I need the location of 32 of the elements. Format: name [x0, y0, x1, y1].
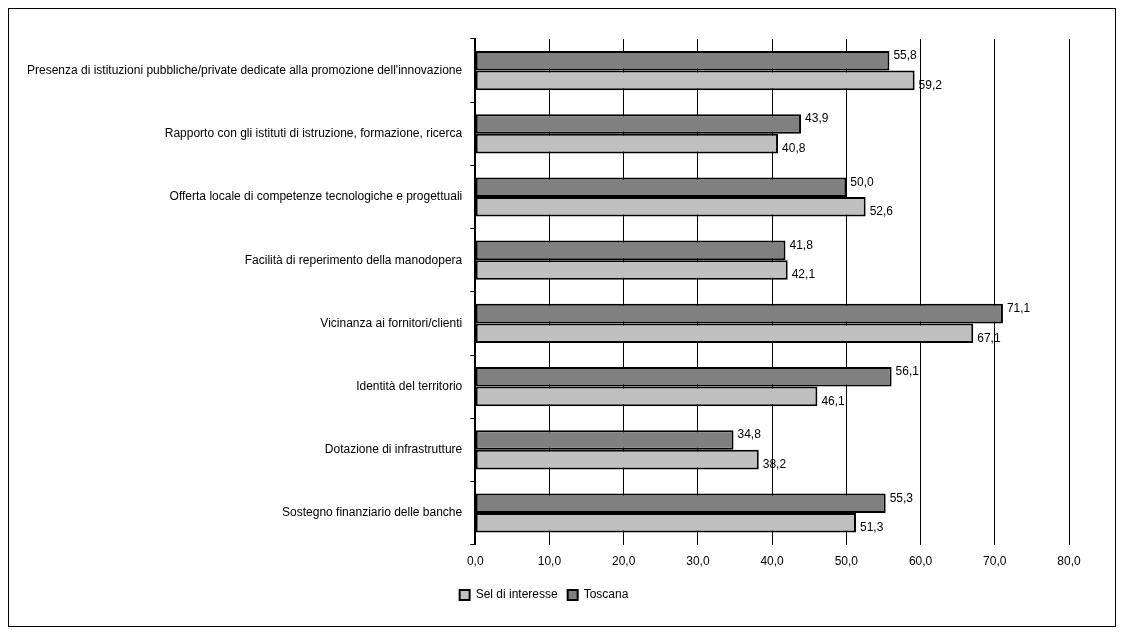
- x-tick-label: 10,0: [537, 554, 562, 569]
- data-label: 50,0: [850, 174, 875, 189]
- y-tick-label: Dotazione di infrastrutture: [324, 442, 463, 457]
- data-label: 40,8: [782, 140, 806, 155]
- x-tick-label: 30,0: [686, 554, 710, 569]
- x-tick-label: 40,0: [760, 554, 785, 569]
- x-tick-label: 20,0: [611, 554, 636, 569]
- y-tick-label: Identità del territorio: [356, 378, 463, 393]
- data-label: 43,9: [805, 111, 829, 126]
- y-tick-label: Rapporto con gli istituti di istruzione, formazione, ricerca: [164, 126, 463, 141]
- y-tick-label: Vicinanza ai fornitori/clienti: [320, 315, 463, 330]
- data-label: 51,3: [859, 520, 884, 535]
- x-tick-label: 60,0: [908, 554, 933, 569]
- data-label: 52,6: [869, 204, 894, 219]
- data-label: 41,8: [789, 237, 814, 252]
- data-label: 56,1: [895, 364, 920, 379]
- legend-label: Sel di interesse: [475, 587, 558, 602]
- data-label: 46,1: [821, 393, 846, 408]
- y-tick-label: Facilità di reperimento della manodopera: [244, 252, 463, 267]
- data-label: 55,8: [893, 48, 918, 63]
- x-tick-label: 0,0: [466, 554, 484, 569]
- data-label: 34,8: [737, 427, 762, 442]
- data-label: 71,1: [1006, 300, 1031, 315]
- x-tick-label: 50,0: [834, 554, 859, 569]
- y-tick-label: Presenza di istituzioni pubbliche/private dedicate alla promozione dell'innovazione: [26, 62, 463, 77]
- legend-label: Toscana: [583, 587, 629, 602]
- data-label: 55,3: [889, 490, 914, 505]
- y-tick-label: Offerta locale di competenze tecnologiche e progettuali: [169, 189, 463, 204]
- data-label: 42,1: [791, 267, 816, 282]
- x-tick-label: 80,0: [1057, 554, 1081, 569]
- y-tick-label: Sostegno finanziario delle banche: [282, 505, 463, 520]
- x-tick-label: 70,0: [983, 554, 1007, 569]
